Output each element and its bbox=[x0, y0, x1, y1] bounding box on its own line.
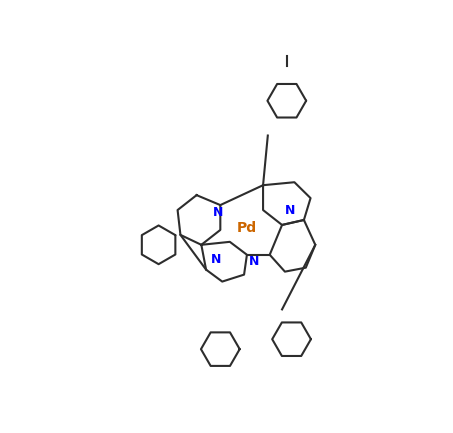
Text: N: N bbox=[248, 255, 259, 268]
Text: N: N bbox=[284, 204, 295, 216]
Text: N: N bbox=[210, 253, 221, 266]
Text: Pd: Pd bbox=[237, 221, 257, 235]
Text: N: N bbox=[213, 206, 224, 219]
